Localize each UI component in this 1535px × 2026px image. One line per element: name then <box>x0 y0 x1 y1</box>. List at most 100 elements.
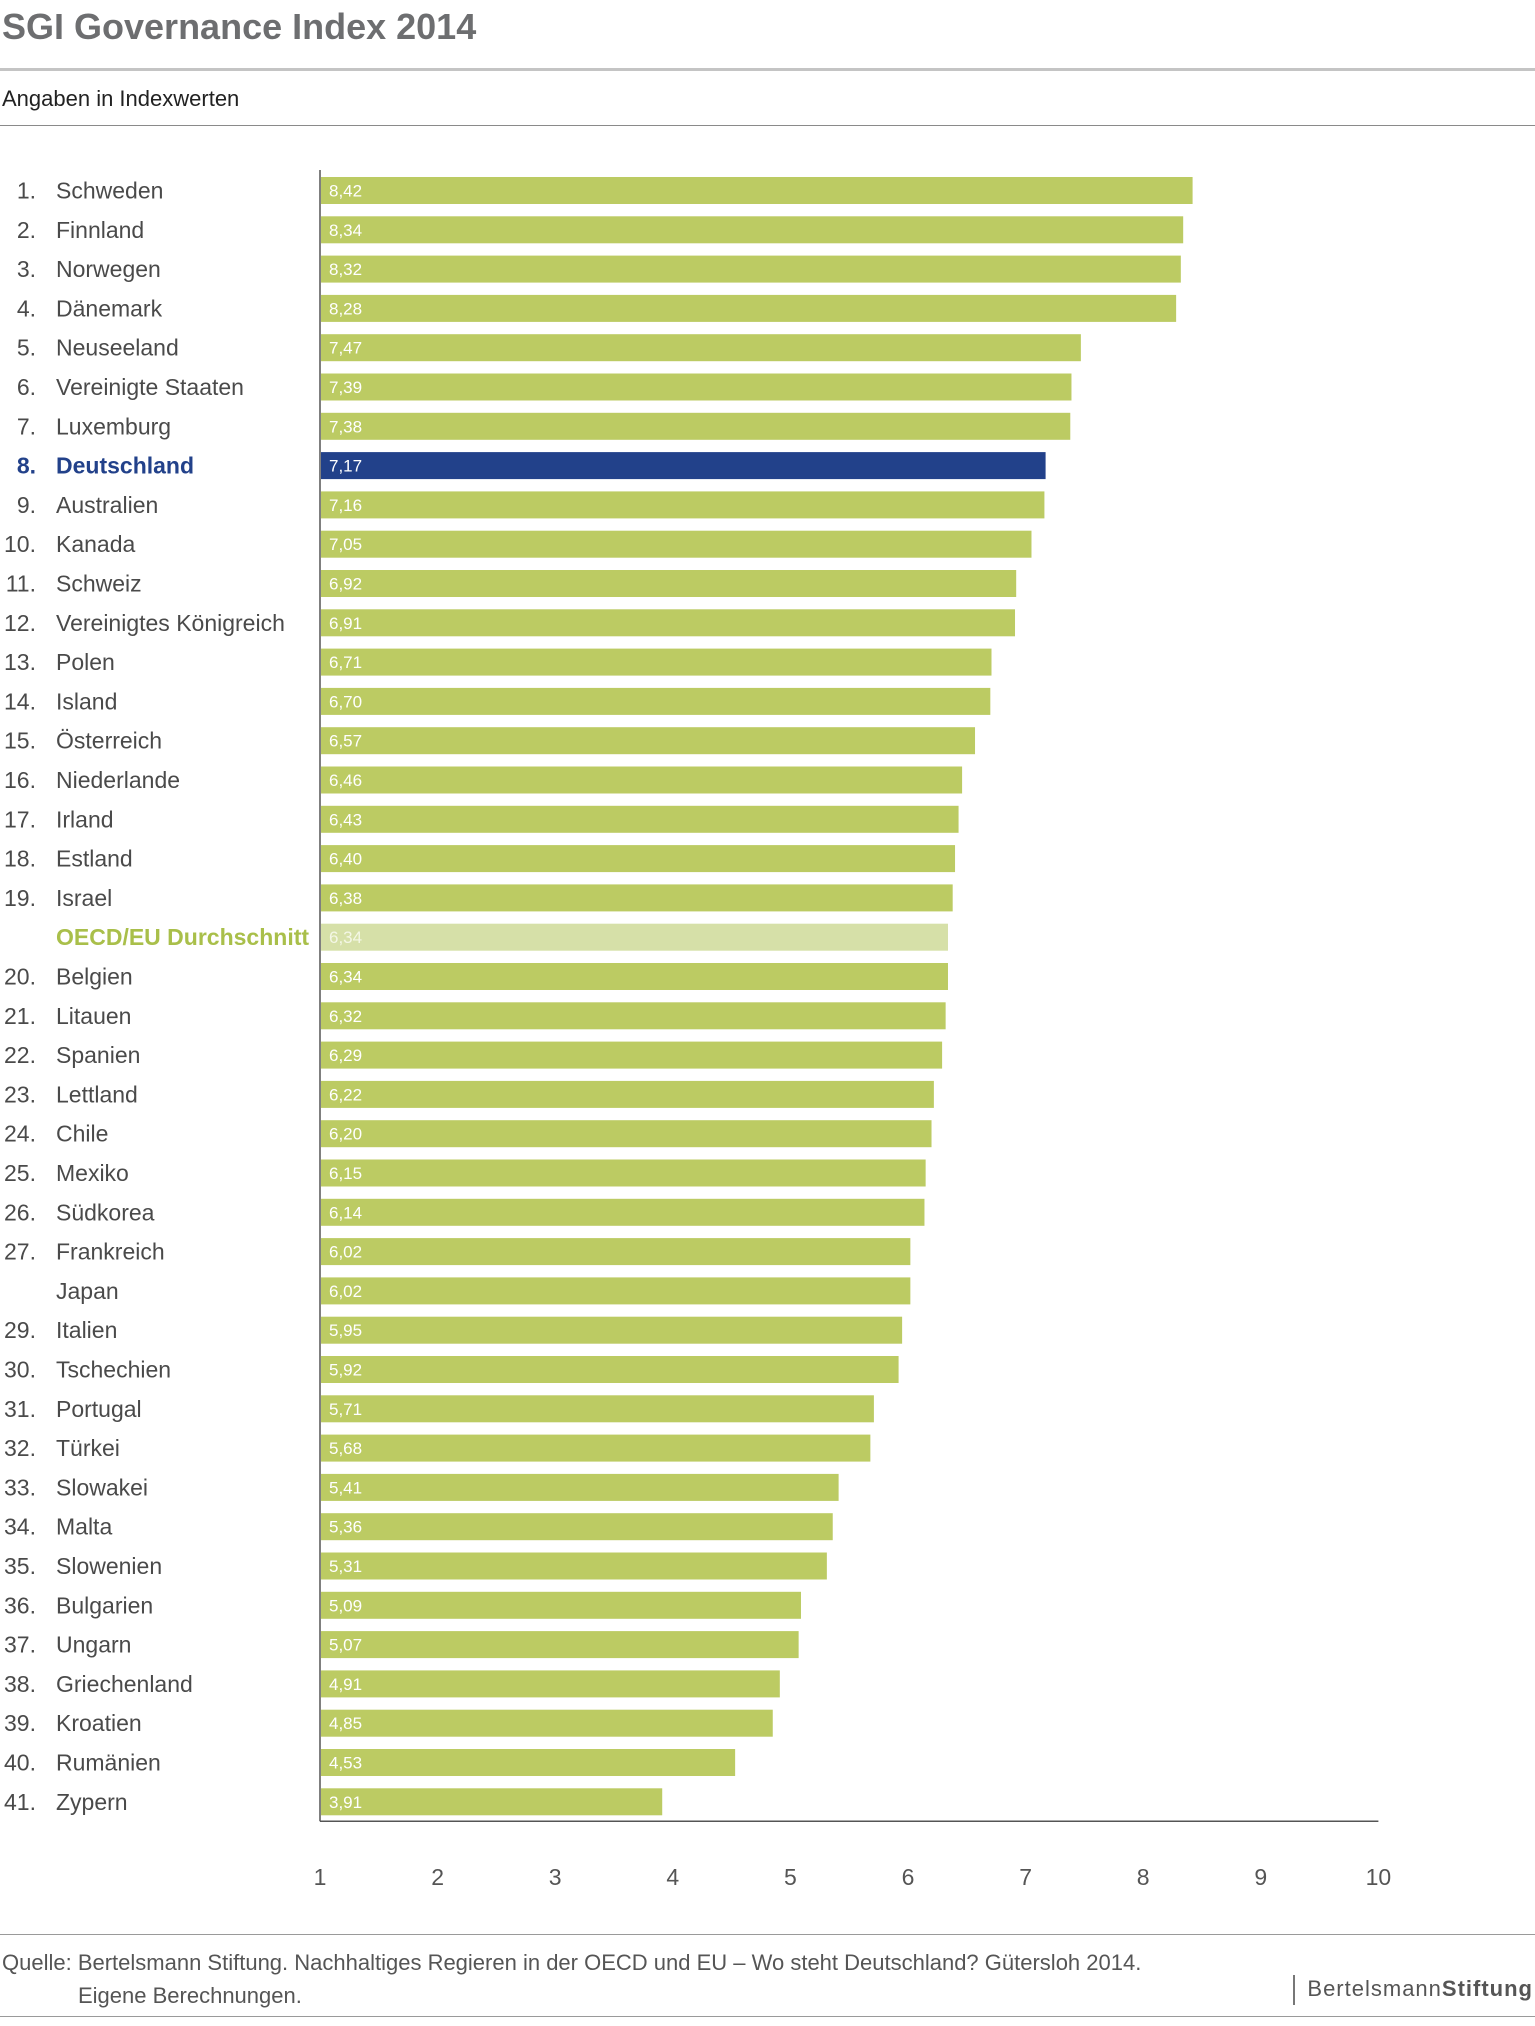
logo-bar <box>1293 1975 1296 2005</box>
bar-30 <box>321 1316 903 1344</box>
country-label-13: Polen <box>56 649 115 675</box>
value-label-7: 7,38 <box>329 417 362 436</box>
bar-23 <box>321 1041 943 1069</box>
bar-3 <box>321 255 1181 283</box>
bar-37 <box>321 1591 801 1619</box>
logo-bold: Stiftung <box>1441 1975 1533 2001</box>
rank-label-25: 24. <box>4 1121 36 1147</box>
bar-32 <box>321 1395 874 1423</box>
rank-label-39: 38. <box>4 1671 36 1697</box>
country-label-28: Frankreich <box>56 1239 165 1265</box>
value-label-5: 7,47 <box>329 339 362 358</box>
rank-label-28: 27. <box>4 1239 36 1265</box>
country-label-18: Estland <box>56 846 133 872</box>
country-label-36: Slowenien <box>56 1553 162 1579</box>
bar-35 <box>321 1513 833 1541</box>
value-label-30: 5,95 <box>329 1321 362 1340</box>
value-label-3: 8,32 <box>329 260 362 279</box>
bar-14 <box>321 687 991 715</box>
bar-16 <box>321 766 963 794</box>
bar-9 <box>321 491 1045 519</box>
bertelsmann-logo: BertelsmannStiftung <box>1293 1975 1533 2005</box>
bar-11 <box>321 570 1017 597</box>
bar-2 <box>321 216 1184 244</box>
rank-label-18: 18. <box>4 846 36 872</box>
bar-28 <box>321 1238 911 1266</box>
value-label-36: 5,31 <box>329 1557 362 1576</box>
value-label-8: 7,17 <box>329 457 362 476</box>
rank-label-16: 16. <box>4 767 36 793</box>
rank-label-32: 31. <box>4 1396 36 1422</box>
rank-label-36: 35. <box>4 1553 36 1579</box>
bar-36 <box>321 1552 827 1580</box>
rank-label-30: 29. <box>4 1317 36 1343</box>
value-label-11: 6,92 <box>329 575 362 594</box>
value-label-9: 7,16 <box>329 496 362 515</box>
value-label-2: 8,34 <box>329 221 362 240</box>
rank-label-23: 22. <box>4 1042 36 1068</box>
value-label-29: 6,02 <box>329 1282 362 1301</box>
x-tick-label-7: 7 <box>1019 1864 1032 1890</box>
bar-22 <box>321 1002 946 1030</box>
country-label-9: Australien <box>56 492 158 518</box>
country-label-21: Belgien <box>56 964 133 990</box>
rank-label-15: 15. <box>4 728 36 754</box>
rank-label-40: 39. <box>4 1710 36 1736</box>
rank-label-26: 25. <box>4 1160 36 1186</box>
x-tick-label-10: 10 <box>1366 1864 1392 1890</box>
country-label-25: Chile <box>56 1121 108 1147</box>
x-tick-label-4: 4 <box>666 1864 679 1890</box>
value-label-21: 6,34 <box>329 968 362 987</box>
x-tick-label-1: 1 <box>314 1864 327 1890</box>
bar-1 <box>321 177 1193 204</box>
country-label-12: Vereinigtes Königreich <box>56 610 285 636</box>
rank-label-27: 26. <box>4 1199 36 1225</box>
bar-7 <box>321 412 1071 440</box>
country-label-4: Dänemark <box>56 295 163 321</box>
country-label-10: Kanada <box>56 531 136 557</box>
value-label-22: 6,32 <box>329 1007 362 1026</box>
rank-label-33: 32. <box>4 1435 36 1461</box>
country-label-24: Lettland <box>56 1081 138 1107</box>
bar-40 <box>321 1709 773 1737</box>
rank-label-42: 41. <box>4 1789 36 1815</box>
rank-label-10: 10. <box>4 531 36 557</box>
rank-label-35: 34. <box>4 1514 36 1540</box>
value-label-28: 6,02 <box>329 1243 362 1262</box>
country-label-40: Kroatien <box>56 1710 142 1736</box>
value-label-35: 5,36 <box>329 1518 362 1537</box>
bar-38 <box>321 1631 799 1659</box>
value-label-41: 4,53 <box>329 1754 362 1773</box>
bar-27 <box>321 1198 925 1226</box>
rank-label-22: 21. <box>4 1003 36 1029</box>
value-label-31: 5,92 <box>329 1361 362 1380</box>
country-label-26: Mexiko <box>56 1160 129 1186</box>
country-label-32: Portugal <box>56 1396 142 1422</box>
bar-33 <box>321 1434 871 1462</box>
x-tick-label-8: 8 <box>1137 1864 1150 1890</box>
bar-20 <box>321 923 948 951</box>
country-label-6: Vereinigte Staaten <box>56 374 244 400</box>
x-tick-label-5: 5 <box>784 1864 797 1890</box>
country-label-34: Slowakei <box>56 1474 148 1500</box>
rank-label-17: 17. <box>4 806 36 832</box>
value-label-14: 6,70 <box>329 692 362 711</box>
rank-label-12: 12. <box>4 610 36 636</box>
bar-42 <box>321 1788 663 1816</box>
rank-label-6: 6. <box>17 374 36 400</box>
rank-label-11: 11. <box>6 571 36 597</box>
value-label-33: 5,68 <box>329 1439 362 1458</box>
country-label-35: Malta <box>56 1514 112 1540</box>
rank-label-8: 8. <box>17 453 36 479</box>
value-label-24: 6,22 <box>329 1085 362 1104</box>
rank-label-7: 7. <box>17 413 36 439</box>
x-tick-label-9: 9 <box>1254 1864 1267 1890</box>
rank-label-1: 1. <box>17 178 36 204</box>
source-line-2: Eigene Berechnungen. <box>78 1983 302 2008</box>
country-label-16: Niederlande <box>56 767 180 793</box>
country-label-7: Luxemburg <box>56 413 171 439</box>
chart-title: SGI Governance Index 2014 <box>2 6 477 47</box>
country-label-1: Schweden <box>56 178 163 204</box>
logo-regular: Bertelsmann <box>1307 1975 1442 2001</box>
bar-10 <box>321 530 1032 558</box>
